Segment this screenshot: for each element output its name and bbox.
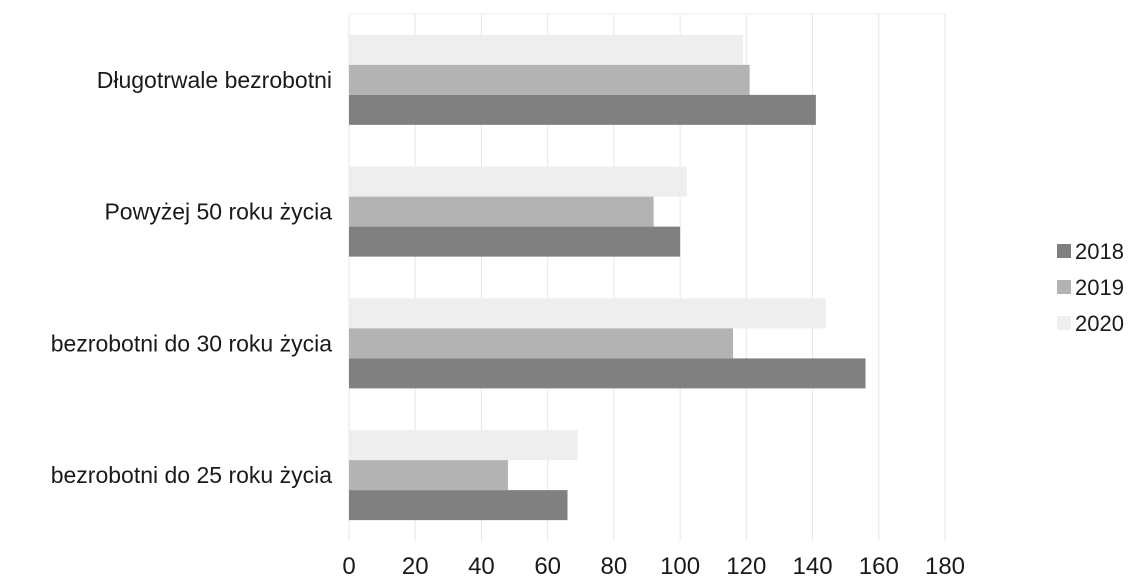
bar-2018-1: [349, 226, 681, 257]
x-tick-label: 100: [660, 553, 700, 579]
bar-2019-0: [349, 64, 750, 95]
legend: 2018 2019 2020: [1057, 239, 1124, 336]
x-tick-label: 120: [726, 553, 766, 579]
bar-2018-0: [349, 94, 816, 125]
x-tick-label: 20: [402, 553, 429, 579]
category-label: Długotrwale bezrobotni: [97, 67, 332, 93]
category-label: Powyżej 50 roku życia: [104, 199, 332, 225]
x-tick-label: 0: [342, 553, 355, 579]
bar-2018-3: [349, 490, 568, 521]
x-axis-tick-labels: 0 20 40 60 80 100 120 140 160 180: [342, 553, 965, 579]
bar-2019-1: [349, 196, 654, 227]
bar-2020-0: [349, 34, 744, 65]
x-tick-label: 80: [601, 553, 628, 579]
x-tick-label: 60: [534, 553, 561, 579]
bar-2018-2: [349, 358, 866, 389]
bar-2020-3: [349, 430, 578, 461]
legend-label-2019: 2019: [1075, 275, 1124, 300]
bar-2020-2: [349, 298, 826, 329]
x-tick-label: 180: [925, 553, 965, 579]
legend-label-2018: 2018: [1075, 239, 1124, 264]
category-label: bezrobotni do 30 roku życia: [51, 330, 332, 356]
x-tick-label: 40: [468, 553, 495, 579]
bar-2019-2: [349, 328, 734, 359]
category-labels: Długotrwale bezrobotni Powyżej 50 roku ży…: [51, 67, 332, 488]
legend-swatch-2018: [1057, 244, 1071, 258]
legend-label-2020: 2020: [1075, 311, 1124, 336]
bars: [349, 34, 866, 521]
legend-swatch-2020: [1057, 316, 1071, 330]
bar-2019-3: [349, 460, 508, 491]
category-label: bezrobotni do 25 roku życia: [51, 462, 332, 488]
x-tick-label: 140: [793, 553, 833, 579]
legend-swatch-2019: [1057, 280, 1071, 294]
x-tick-label: 160: [859, 553, 899, 579]
bar-2020-1: [349, 166, 687, 197]
